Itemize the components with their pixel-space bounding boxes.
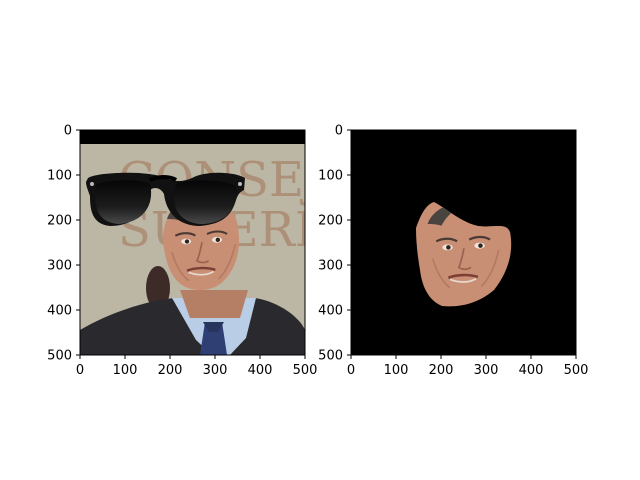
- x-tick-label-right-1: 100: [384, 363, 409, 378]
- x-tick-label-left-3: 300: [203, 363, 228, 378]
- background-person: [146, 266, 170, 310]
- x-tick-label-right-3: 300: [474, 363, 499, 378]
- y-tick-label-left-2: 200: [47, 214, 72, 229]
- neck: [180, 290, 248, 318]
- x-tick-label-right-5: 500: [564, 363, 589, 378]
- tie-knot: [203, 322, 224, 332]
- left-image-panel: CONSEJ SUPERI: [80, 130, 305, 355]
- x-tick-label-left-1: 100: [113, 363, 138, 378]
- tie: [200, 322, 227, 355]
- bridge: [149, 175, 178, 182]
- x-tick-label-left-5: 500: [293, 363, 318, 378]
- y-tick-label-right-5: 500: [318, 349, 343, 364]
- y-tick-label-left-1: 100: [47, 169, 72, 184]
- y-tick-label-right-1: 100: [318, 169, 343, 184]
- x-tick-label-left-2: 200: [158, 363, 183, 378]
- y-tick-label-right-3: 300: [318, 259, 343, 274]
- y-tick-label-right-4: 400: [318, 304, 343, 319]
- x-tick-label-left-4: 400: [248, 363, 273, 378]
- y-tick-label-right-0: 0: [335, 124, 343, 139]
- left-lens: [95, 180, 152, 224]
- right-image-panel: [351, 130, 576, 355]
- axes-frame-right: [350, 129, 577, 356]
- y-tick-label-left-5: 500: [47, 349, 72, 364]
- top-black-bar: [80, 130, 305, 144]
- y-tick-label-left-0: 0: [64, 124, 72, 139]
- x-tick-label-right-0: 0: [347, 363, 355, 378]
- y-tick-label-left-4: 400: [47, 304, 72, 319]
- x-tick-label-left-0: 0: [76, 363, 84, 378]
- sunglasses-icon: [86, 172, 245, 226]
- x-tick-label-right-4: 400: [519, 363, 544, 378]
- y-tick-label-right-2: 200: [318, 214, 343, 229]
- tick-layer: 0 100 200 300 400 500 0 100 200 300 400 500 0 100 200 3…: [47, 124, 588, 379]
- x-tick-label-right-2: 200: [429, 363, 454, 378]
- axes-frame-left: [79, 129, 306, 356]
- y-tick-label-left-3: 300: [47, 259, 72, 274]
- right-lens: [174, 180, 237, 224]
